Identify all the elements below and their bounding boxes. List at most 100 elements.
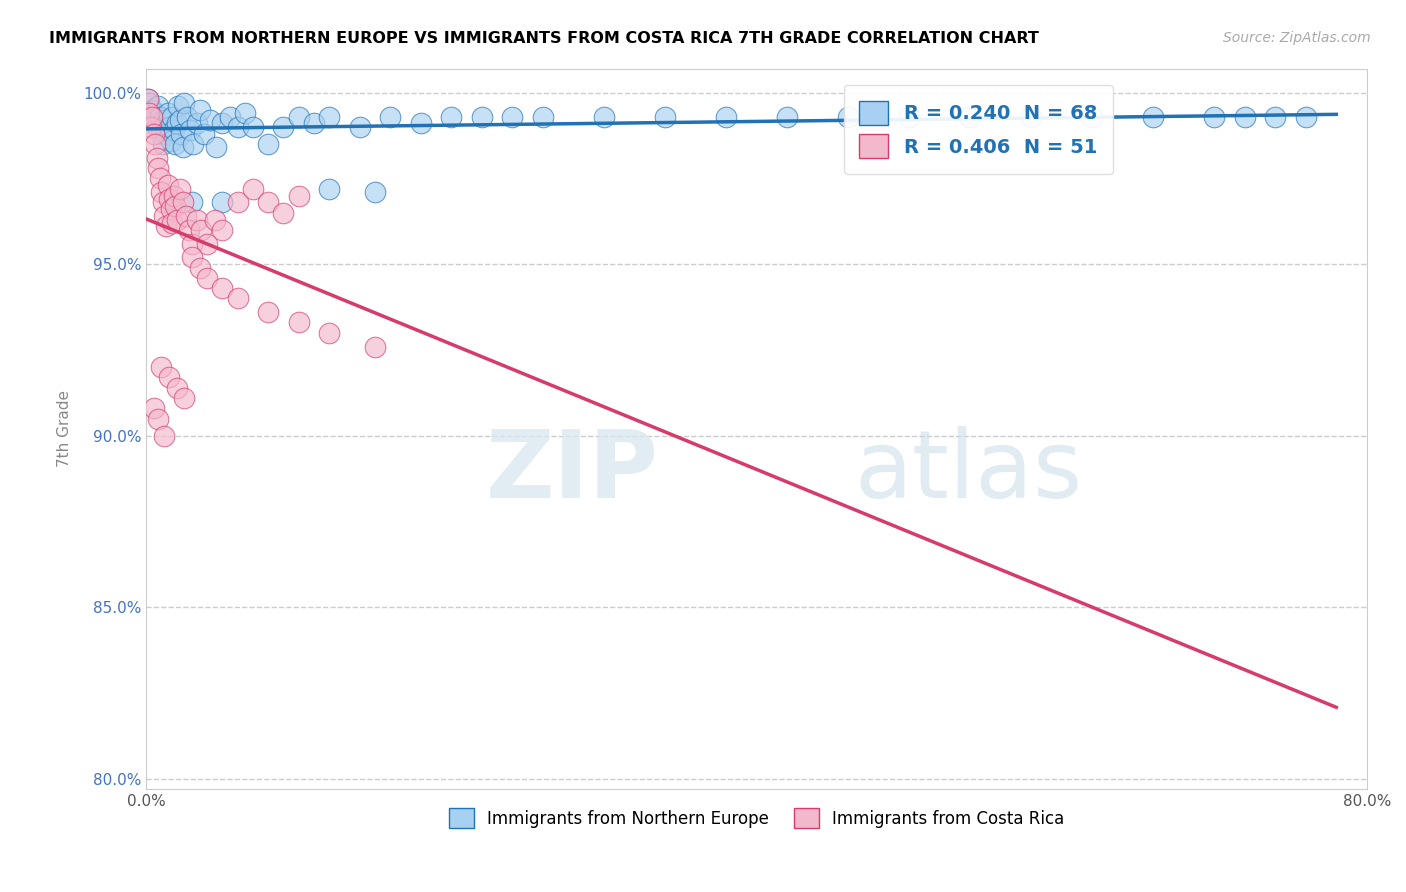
Point bbox=[257, 195, 280, 210]
Point bbox=[142, 401, 165, 416]
Point bbox=[153, 113, 176, 128]
Point bbox=[142, 127, 165, 141]
Point bbox=[136, 92, 159, 106]
Point bbox=[152, 136, 174, 151]
Point bbox=[211, 281, 233, 295]
Point bbox=[471, 110, 494, 124]
Point bbox=[287, 316, 309, 330]
Point bbox=[226, 120, 249, 134]
Point bbox=[380, 110, 402, 124]
Point bbox=[195, 236, 218, 251]
Point bbox=[153, 428, 176, 442]
Point bbox=[153, 209, 176, 223]
Point bbox=[364, 185, 387, 199]
Point bbox=[204, 212, 226, 227]
Point bbox=[174, 209, 197, 223]
Point bbox=[318, 110, 340, 124]
Point bbox=[318, 326, 340, 340]
Point bbox=[714, 110, 737, 124]
Point bbox=[193, 127, 215, 141]
Point bbox=[181, 250, 204, 264]
Point bbox=[287, 110, 309, 124]
Point bbox=[141, 103, 163, 117]
Point bbox=[148, 161, 170, 175]
Point bbox=[501, 110, 523, 124]
Point bbox=[837, 110, 859, 124]
Point bbox=[136, 92, 159, 106]
Point bbox=[1295, 110, 1317, 124]
Point bbox=[165, 199, 187, 213]
Point bbox=[143, 106, 166, 120]
Point bbox=[162, 188, 184, 202]
Text: Source: ZipAtlas.com: Source: ZipAtlas.com bbox=[1223, 31, 1371, 45]
Point bbox=[226, 292, 249, 306]
Point bbox=[593, 110, 616, 124]
Text: atlas: atlas bbox=[853, 426, 1083, 518]
Point bbox=[440, 110, 463, 124]
Point bbox=[242, 181, 264, 195]
Point bbox=[138, 95, 160, 110]
Point bbox=[142, 116, 165, 130]
Point bbox=[188, 103, 211, 117]
Point bbox=[959, 110, 981, 124]
Point bbox=[1233, 110, 1256, 124]
Point bbox=[146, 120, 169, 134]
Point bbox=[150, 127, 173, 141]
Point bbox=[654, 110, 676, 124]
Point bbox=[226, 195, 249, 210]
Point bbox=[188, 260, 211, 275]
Point bbox=[273, 120, 295, 134]
Point bbox=[155, 219, 177, 234]
Point bbox=[160, 110, 183, 124]
Point bbox=[162, 123, 184, 137]
Point bbox=[898, 110, 921, 124]
Point bbox=[141, 110, 163, 124]
Point bbox=[166, 381, 188, 395]
Point bbox=[169, 113, 191, 128]
Point bbox=[219, 110, 242, 124]
Point bbox=[152, 195, 174, 210]
Point bbox=[318, 181, 340, 195]
Point bbox=[211, 195, 233, 210]
Y-axis label: 7th Grade: 7th Grade bbox=[58, 391, 72, 467]
Point bbox=[159, 202, 181, 217]
Point bbox=[257, 136, 280, 151]
Point bbox=[1142, 110, 1164, 124]
Point bbox=[181, 236, 204, 251]
Point bbox=[1264, 110, 1286, 124]
Point bbox=[170, 127, 193, 141]
Point bbox=[195, 271, 218, 285]
Point bbox=[349, 120, 371, 134]
Point bbox=[166, 116, 188, 130]
Point bbox=[155, 127, 177, 141]
Point bbox=[287, 188, 309, 202]
Point bbox=[176, 110, 198, 124]
Point bbox=[173, 391, 195, 405]
Point bbox=[166, 212, 188, 227]
Point bbox=[181, 195, 204, 210]
Point bbox=[172, 195, 194, 210]
Legend: Immigrants from Northern Europe, Immigrants from Costa Rica: Immigrants from Northern Europe, Immigra… bbox=[441, 801, 1071, 835]
Point bbox=[172, 140, 194, 154]
Point bbox=[211, 116, 233, 130]
Point bbox=[169, 181, 191, 195]
Text: IMMIGRANTS FROM NORTHERN EUROPE VS IMMIGRANTS FROM COSTA RICA 7TH GRADE CORRELAT: IMMIGRANTS FROM NORTHERN EUROPE VS IMMIG… bbox=[49, 31, 1039, 46]
Point bbox=[165, 136, 187, 151]
Point bbox=[148, 99, 170, 113]
Point bbox=[409, 116, 432, 130]
Point bbox=[186, 116, 208, 130]
Point bbox=[1019, 110, 1042, 124]
Point bbox=[160, 216, 183, 230]
Point bbox=[211, 223, 233, 237]
Point bbox=[190, 223, 212, 237]
Point bbox=[233, 106, 256, 120]
Point bbox=[146, 151, 169, 165]
Point bbox=[1081, 110, 1104, 124]
Point bbox=[150, 360, 173, 375]
Point bbox=[143, 136, 166, 151]
Point bbox=[364, 339, 387, 353]
Point bbox=[157, 192, 180, 206]
Point bbox=[150, 185, 173, 199]
Point bbox=[156, 178, 179, 193]
Point bbox=[186, 212, 208, 227]
